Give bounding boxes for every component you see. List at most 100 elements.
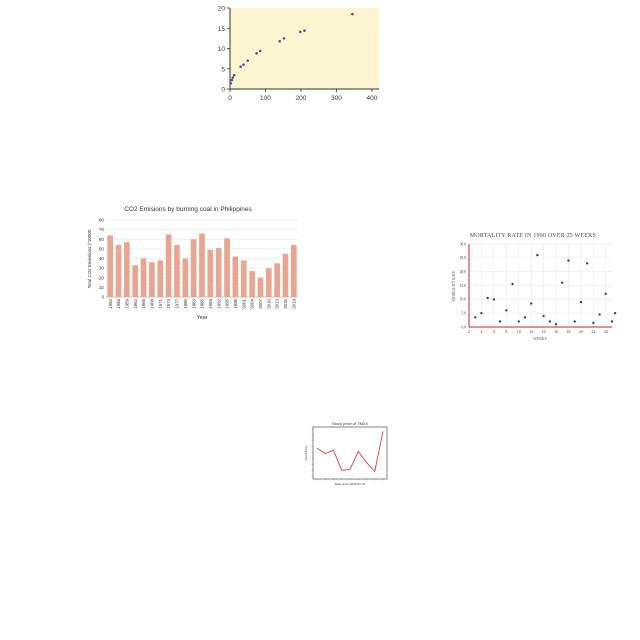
data-point xyxy=(282,37,286,40)
x-tick-label: 1980 xyxy=(183,298,188,308)
x-tick-label: 1971 xyxy=(158,298,163,308)
y-tick-label: 15 xyxy=(218,26,226,33)
x-tick-label: 100 xyxy=(260,95,271,102)
x-tick-label: 200 xyxy=(296,95,307,102)
x-tick-label: 1956 xyxy=(116,298,121,308)
bar xyxy=(232,256,239,297)
x-tick-label: 400 xyxy=(366,95,377,102)
x-tick-label: 8 xyxy=(505,330,507,334)
y-tick-label: 40 xyxy=(99,256,105,261)
plot-area-background xyxy=(230,8,379,89)
data-point xyxy=(548,320,552,323)
data-point xyxy=(242,63,245,66)
bar xyxy=(240,260,247,297)
y-tick-label: 0 xyxy=(221,87,225,94)
x-tick-label: 1974 xyxy=(166,298,171,308)
data-point xyxy=(278,39,281,43)
bar xyxy=(282,253,289,297)
data-point xyxy=(561,281,564,284)
y-tick-label: 10 xyxy=(218,46,226,53)
data-point xyxy=(604,292,607,295)
data-point xyxy=(298,30,302,34)
x-tick-label: 1962 xyxy=(133,298,138,308)
bar xyxy=(124,242,130,297)
bar xyxy=(165,234,172,297)
y-tick-label: 30.0 xyxy=(460,242,466,246)
x-tick-label: 2010 xyxy=(266,298,271,308)
data-point xyxy=(486,296,489,300)
x-axis-label: WEEKS xyxy=(533,336,547,341)
bar xyxy=(199,233,205,297)
data-point xyxy=(536,253,539,257)
x-tick-label: 20 xyxy=(579,330,583,334)
bar xyxy=(107,235,114,297)
x-tick-label: 2001 xyxy=(241,298,246,308)
data-point xyxy=(567,259,570,262)
data-point xyxy=(529,302,533,305)
data-point xyxy=(303,29,306,32)
data-point xyxy=(239,65,242,69)
y-tick-label: 50 xyxy=(99,246,105,251)
x-tick-label: 1977 xyxy=(175,298,180,308)
chart-title: CO2 Emisions by burning coal in Philippi… xyxy=(124,206,252,213)
data-point xyxy=(351,12,354,16)
data-point xyxy=(554,323,558,326)
line-chart-stock: Stock price of TNDX Stock price Date sin… xyxy=(304,421,388,486)
y-tick-label: 20.0 xyxy=(460,270,466,274)
x-tick-label: 1995 xyxy=(225,298,230,308)
series-line xyxy=(316,431,384,473)
y-tick-label: 80 xyxy=(99,218,105,223)
bar xyxy=(274,263,280,297)
x-tick-label: 12 xyxy=(529,330,533,334)
x-tick-label: 18 xyxy=(567,330,571,334)
y-axis-label: MORTALITY RATE xyxy=(452,270,456,301)
chart-title: MORTALITY RATE IN 1990 OVER 25 WEEKS xyxy=(470,233,596,239)
x-axis-label: Year xyxy=(196,315,207,321)
data-point xyxy=(542,314,545,318)
y-tick-label: 5.0 xyxy=(462,311,467,315)
bar xyxy=(115,245,122,297)
bar xyxy=(132,265,139,297)
data-point xyxy=(592,321,595,325)
y-tick-label: 10 xyxy=(99,285,105,290)
data-point xyxy=(505,309,508,312)
x-tick-label: 4 xyxy=(480,330,482,334)
x-tick-label: 6 xyxy=(493,330,495,334)
bar xyxy=(224,238,230,297)
x-tick-label: 2004 xyxy=(250,298,255,308)
x-tick-label: 1965 xyxy=(141,298,146,308)
bar xyxy=(174,245,180,297)
data-point xyxy=(492,298,496,301)
data-point xyxy=(246,59,250,62)
data-point xyxy=(610,320,614,323)
data-point xyxy=(474,316,477,319)
x-tick-label: 10 xyxy=(517,330,521,334)
x-tick-label: 2007 xyxy=(258,298,263,308)
y-axis-label: Total CO2 Emissions (*10000 xyxy=(87,229,92,288)
data-point xyxy=(258,49,262,53)
y-tick-label: 0.0 xyxy=(462,325,467,329)
data-point xyxy=(573,320,576,323)
x-tick-label: 22 xyxy=(591,330,595,334)
bar xyxy=(207,249,214,297)
bar xyxy=(265,268,272,297)
chart-title: Stock price of TNDX xyxy=(332,421,368,426)
data-point xyxy=(511,282,514,286)
data-point xyxy=(498,320,502,323)
data-point xyxy=(517,320,520,323)
x-tick-label: 2 xyxy=(468,330,470,334)
y-tick-label: 5 xyxy=(221,66,225,73)
y-tick-label: 20 xyxy=(99,275,105,280)
data-point xyxy=(230,78,234,82)
bar xyxy=(140,258,147,297)
data-point xyxy=(480,311,483,315)
bar xyxy=(149,262,155,297)
data-point xyxy=(598,313,601,316)
data-point xyxy=(232,73,236,77)
x-tick-label: 1953 xyxy=(108,298,113,308)
y-tick-label: 60 xyxy=(99,237,105,242)
scatter-chart-mortality: MORTALITY RATE IN 1990 OVER 25 WEEKS MOR… xyxy=(452,233,617,341)
y-tick-label: 0 xyxy=(101,295,104,300)
x-tick-label: 2016 xyxy=(283,298,288,308)
